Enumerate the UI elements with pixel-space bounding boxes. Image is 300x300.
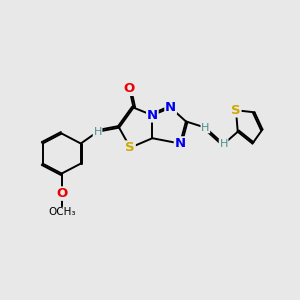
Text: S: S (231, 104, 241, 117)
Text: S: S (125, 141, 135, 154)
Text: N: N (147, 109, 158, 122)
Text: H: H (201, 123, 209, 133)
Text: O: O (124, 82, 135, 95)
Text: H: H (93, 127, 102, 137)
Text: N: N (165, 101, 176, 114)
Text: H: H (219, 139, 228, 149)
Text: N: N (175, 137, 186, 150)
Text: OCH₃: OCH₃ (48, 207, 75, 218)
Text: O: O (56, 187, 67, 200)
